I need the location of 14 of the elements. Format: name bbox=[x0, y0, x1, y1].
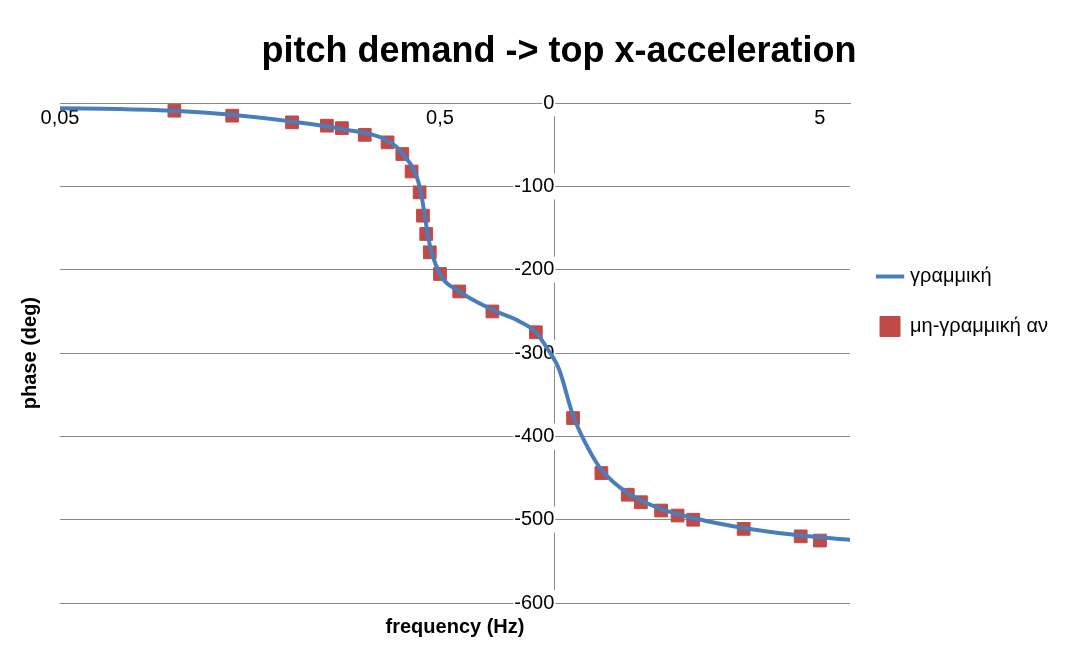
y-tick-label: -500 bbox=[514, 507, 555, 530]
x-tick-label: 0,05 bbox=[40, 105, 80, 128]
legend-label: γραμμική bbox=[910, 264, 992, 287]
legend-label: μη-γραμμική αν bbox=[910, 314, 1049, 337]
x-tick-label: 0,5 bbox=[426, 105, 454, 128]
y-tick-label: -100 bbox=[514, 174, 555, 197]
y-tick-label: -600 bbox=[514, 590, 555, 613]
y-tick-label: -200 bbox=[514, 257, 555, 280]
x-axis-title: frequency (Hz) bbox=[385, 614, 525, 637]
y-tick-label: -400 bbox=[514, 423, 555, 446]
chart-title: pitch demand -> top x-acceleration bbox=[261, 28, 857, 70]
x-tick-label: 5 bbox=[814, 105, 826, 128]
y-tick-label: 0 bbox=[543, 90, 555, 113]
y-axis-title: phase (deg) bbox=[17, 296, 40, 410]
